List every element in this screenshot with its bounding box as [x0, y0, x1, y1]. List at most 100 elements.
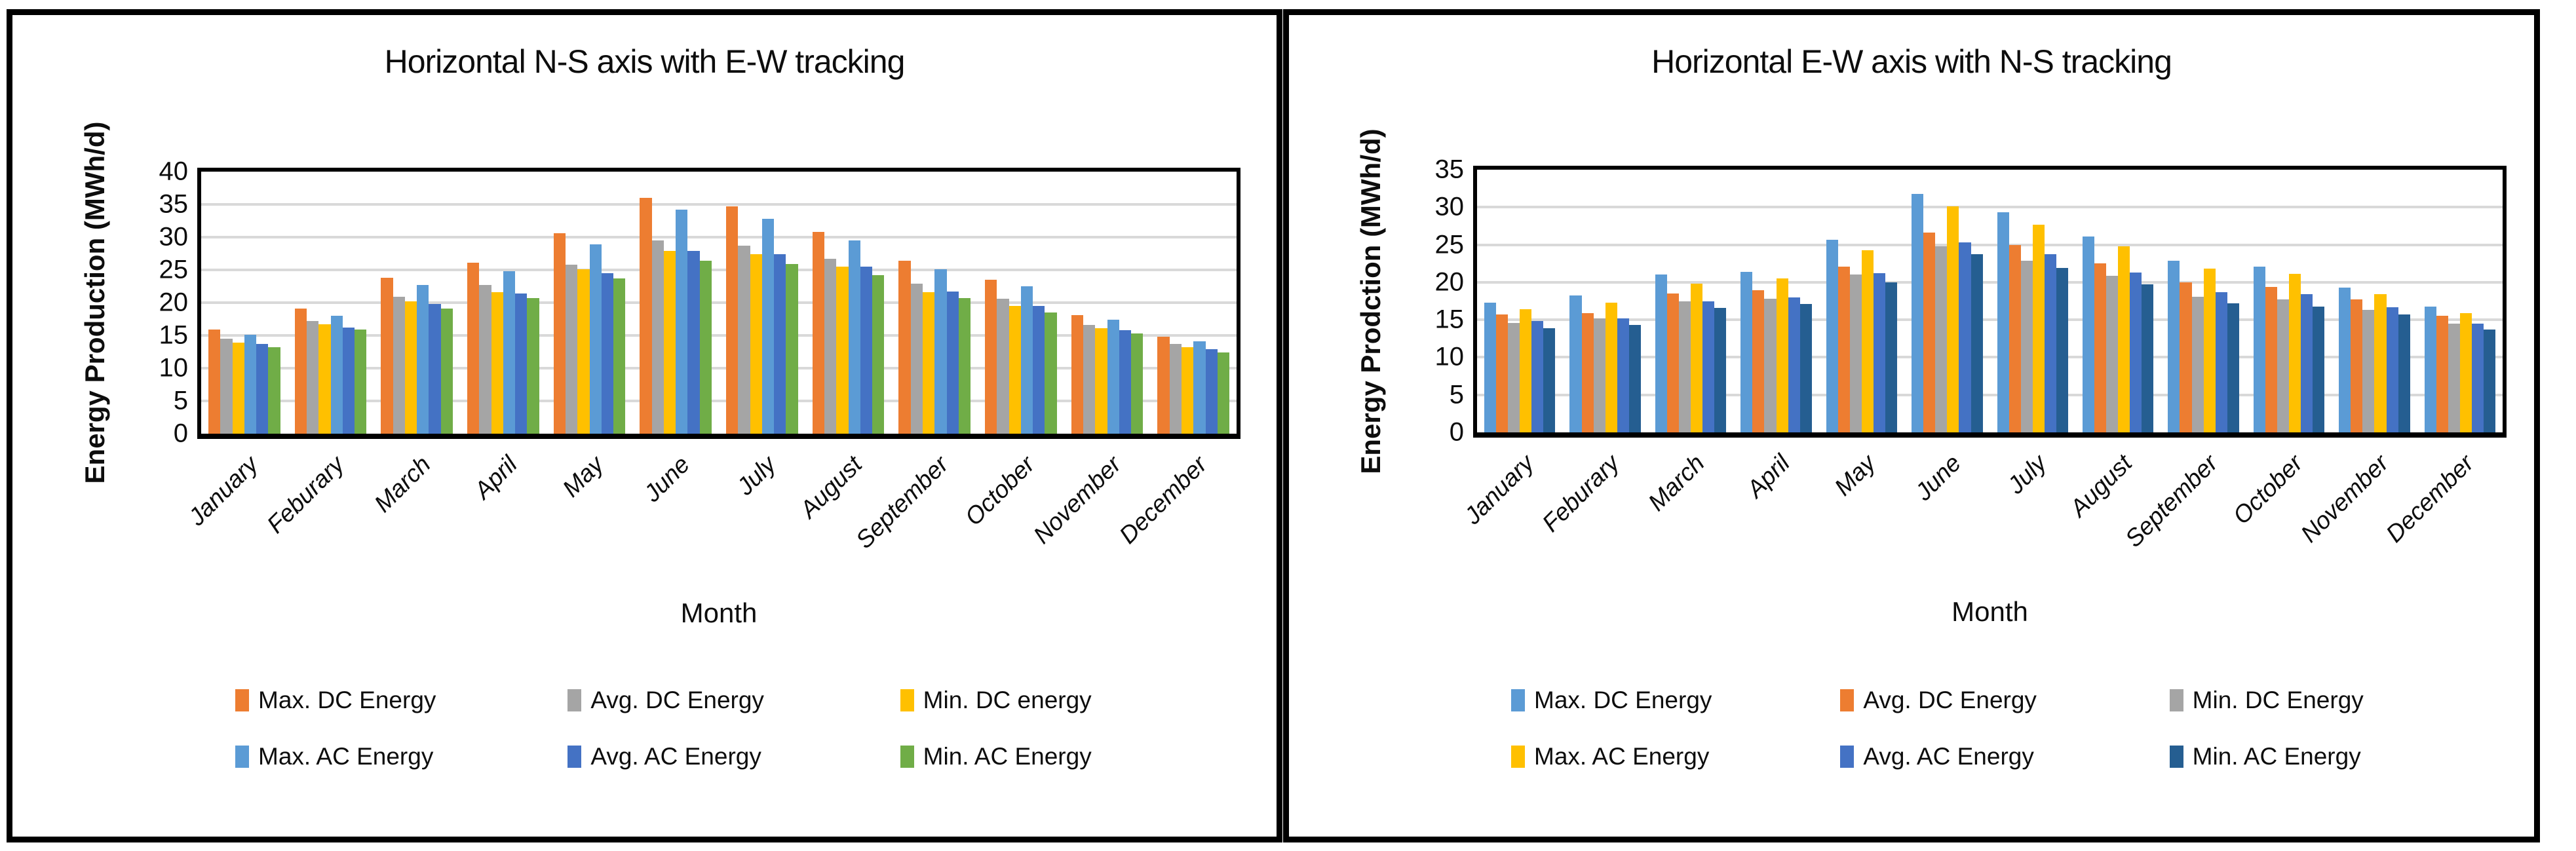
bar-min-dc-energy: [663, 251, 676, 434]
bar-avg-dc-energy: [1923, 233, 1936, 432]
bar-max-ac-energy: [1861, 250, 1874, 432]
bar-max-ac-energy: [2459, 312, 2472, 432]
chart-title: Horizontal N-S axis with E-W tracking: [384, 43, 906, 80]
legend-item: Avg. DC Energy: [1840, 682, 2169, 719]
month-group: [201, 172, 288, 434]
x-tick-label: October: [2227, 449, 2308, 530]
bar-max-ac-energy: [761, 219, 775, 434]
bar-avg-dc-energy: [2351, 299, 2363, 432]
bar-min-dc-energy: [922, 292, 935, 434]
bar-min-dc-energy: [2362, 310, 2375, 432]
bar-avg-dc-energy: [1666, 293, 1679, 432]
bar-min-dc-energy: [232, 343, 244, 434]
bar-max-dc-energy: [1912, 193, 1924, 432]
bar-avg-dc-energy: [1169, 344, 1182, 434]
y-axis-title: Energy Production (MWh/d): [79, 121, 110, 484]
bar-avg-dc-energy: [479, 285, 491, 434]
bar-max-dc-energy: [1997, 212, 2009, 432]
bar-min-ac-energy: [527, 298, 539, 434]
bar-avg-dc-energy: [220, 339, 233, 434]
bar-min-dc-energy: [1009, 306, 1021, 434]
bar-max-ac-energy: [503, 271, 516, 434]
bar-avg-ac-energy: [860, 267, 873, 434]
month-group: [288, 172, 374, 434]
bar-min-ac-energy: [2313, 306, 2325, 432]
month-group: [1904, 170, 1990, 432]
legend-item: Min. DC Energy: [2169, 682, 2499, 719]
bar-max-dc-energy: [1655, 274, 1667, 432]
month-group: [1990, 170, 2075, 432]
gridline: [1477, 206, 2503, 209]
bar-avg-ac-energy: [1617, 318, 1629, 432]
bar-max-ac-energy: [2203, 269, 2216, 432]
x-tick-label: November: [2295, 449, 2394, 548]
legend-label: Avg. AC Energy: [1863, 743, 2034, 770]
month-group: [1733, 170, 1818, 432]
x-tick-label: June: [1910, 449, 1967, 506]
x-tick-label: March: [1643, 449, 1710, 516]
legend-item: Max. DC Energy: [235, 682, 567, 719]
month-group: [2332, 170, 2417, 432]
x-tick-label: August: [795, 451, 868, 523]
bar-avg-ac-energy: [1531, 321, 1544, 432]
x-tick-label: January: [183, 451, 263, 531]
legend-item: Avg. DC Energy: [567, 682, 900, 719]
bar-avg-dc-energy: [565, 265, 578, 434]
bar-avg-ac-energy: [1788, 297, 1800, 432]
bar-min-ac-energy: [699, 261, 712, 434]
bar-max-ac-energy: [1520, 309, 1532, 432]
x-tick-label: January: [1459, 449, 1539, 530]
bar-avg-ac-energy: [1959, 242, 1971, 432]
y-tick-label: 25: [1434, 230, 1465, 259]
month-group: [1648, 170, 1733, 432]
bar-avg-ac-energy: [1033, 306, 1045, 434]
bar-avg-ac-energy: [1119, 330, 1132, 434]
bar-min-dc-energy: [1095, 328, 1107, 434]
bar-min-dc-energy: [2191, 296, 2204, 432]
bar-max-ac-energy: [848, 240, 860, 434]
bar-max-ac-energy: [2374, 294, 2387, 432]
bar-avg-ac-energy: [2215, 292, 2227, 432]
x-tick-label: Feburary: [1536, 449, 1624, 537]
month-group: [547, 172, 633, 434]
bar-max-dc-energy: [2424, 306, 2436, 432]
bar-max-ac-energy: [2289, 274, 2301, 432]
bar-min-dc-energy: [1679, 301, 1691, 432]
legend-marker: [235, 689, 249, 711]
x-tick-label: August: [2064, 449, 2138, 522]
bar-avg-ac-energy: [1205, 349, 1218, 434]
chart-title: Horizontal E-W axis with N-S tracking: [1651, 43, 2172, 80]
bar-max-dc-energy: [553, 233, 566, 434]
legend-item: Avg. AC Energy: [567, 738, 900, 775]
x-tick-label: May: [557, 451, 609, 502]
bar-avg-dc-energy: [2436, 316, 2448, 432]
month-group: [1477, 170, 1562, 432]
bar-max-ac-energy: [1605, 302, 1617, 432]
bar-min-ac-energy: [786, 264, 798, 434]
legend-label: Min. DC energy: [923, 687, 1092, 713]
gridline: [201, 334, 1237, 337]
bar-avg-ac-energy: [774, 254, 786, 434]
bar-max-ac-energy: [1947, 206, 1959, 432]
month-group: [632, 172, 719, 434]
month-group: [1150, 172, 1237, 434]
y-tick-label: 30: [1434, 192, 1465, 221]
bar-max-dc-energy: [2253, 266, 2265, 432]
bar-avg-ac-energy: [256, 344, 269, 434]
x-tick-label: April: [1742, 449, 1796, 503]
gridline: [201, 269, 1237, 271]
bar-min-ac-energy: [2056, 268, 2068, 432]
bar-max-dc-energy: [2168, 260, 2180, 432]
bar-avg-dc-energy: [2094, 263, 2107, 432]
month-group: [978, 172, 1064, 434]
bar-min-ac-energy: [613, 278, 626, 434]
legend-label: Avg. DC Energy: [1863, 687, 2037, 713]
bar-max-dc-energy: [294, 309, 307, 434]
bar-avg-ac-energy: [2471, 323, 2484, 432]
bar-max-dc-energy: [2082, 236, 2095, 432]
bar-min-ac-energy: [1970, 254, 1983, 432]
y-tick-label: 0: [173, 419, 188, 448]
bar-avg-dc-energy: [738, 246, 750, 434]
bar-max-ac-energy: [2032, 224, 2045, 432]
bar-max-ac-energy: [244, 335, 257, 434]
